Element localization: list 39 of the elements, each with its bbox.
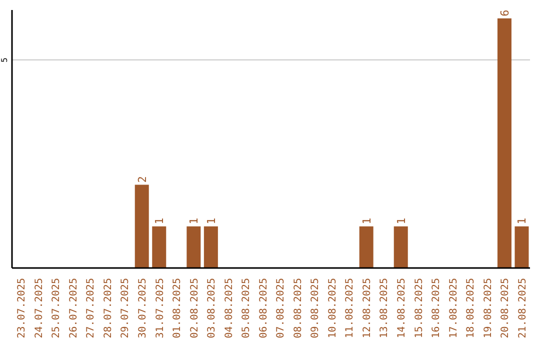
x-tick-label: 23.07.2025	[16, 278, 28, 338]
data-label: 1	[516, 218, 529, 224]
x-tick-label: 07.08.2025	[276, 278, 287, 338]
x-tick-label: 12.08.2025	[362, 278, 373, 338]
x-tick-label: 29.07.2025	[120, 278, 132, 338]
y-tick-label: 5	[0, 57, 9, 62]
x-tick-label: 16.08.2025	[431, 278, 442, 338]
x-tick-label: 15.08.2025	[414, 278, 425, 338]
data-label: 6	[498, 10, 512, 16]
x-tick-label: 20.08.2025	[500, 278, 512, 338]
x-tick-label: 03.08.2025	[206, 278, 218, 338]
x-tick-label: 14.08.2025	[396, 278, 408, 338]
data-label: 1	[188, 218, 201, 224]
x-tick-label: 11.08.2025	[344, 278, 356, 338]
data-label: 1	[153, 218, 166, 224]
x-tick-label: 21.08.2025	[517, 278, 528, 338]
data-label: 2	[136, 176, 149, 183]
x-tick-label: 04.08.2025	[224, 278, 235, 338]
x-tick-label: 28.07.2025	[102, 278, 114, 338]
x-tick-label: 13.08.2025	[379, 278, 390, 338]
data-label: 1	[394, 218, 408, 224]
x-tick-label: 19.08.2025	[482, 278, 494, 338]
x-tick-label: 24.07.2025	[34, 278, 45, 338]
x-tick-label: 08.08.2025	[292, 278, 304, 338]
x-tick-label: 17.08.2025	[448, 278, 460, 338]
data-label: 1	[204, 218, 218, 224]
x-tick-label: 01.08.2025	[172, 278, 184, 338]
x-tick-label: 06.08.2025	[258, 278, 270, 338]
x-tick-label: 27.07.2025	[86, 278, 97, 338]
x-tick-label: 31.07.2025	[154, 278, 166, 338]
x-tick-label: 09.08.2025	[310, 278, 322, 338]
x-tick-label: 30.07.2025	[138, 278, 148, 338]
x-tick-label: 05.08.2025	[241, 278, 252, 338]
data-label: 1	[360, 218, 374, 224]
x-tick-label: 26.07.2025	[68, 278, 80, 338]
x-tick-label: 10.08.2025	[327, 278, 338, 338]
x-tick-label: 25.07.2025	[51, 278, 62, 338]
x-tick-label: 02.08.2025	[189, 278, 200, 338]
x-tick-label: 18.08.2025	[466, 278, 477, 338]
